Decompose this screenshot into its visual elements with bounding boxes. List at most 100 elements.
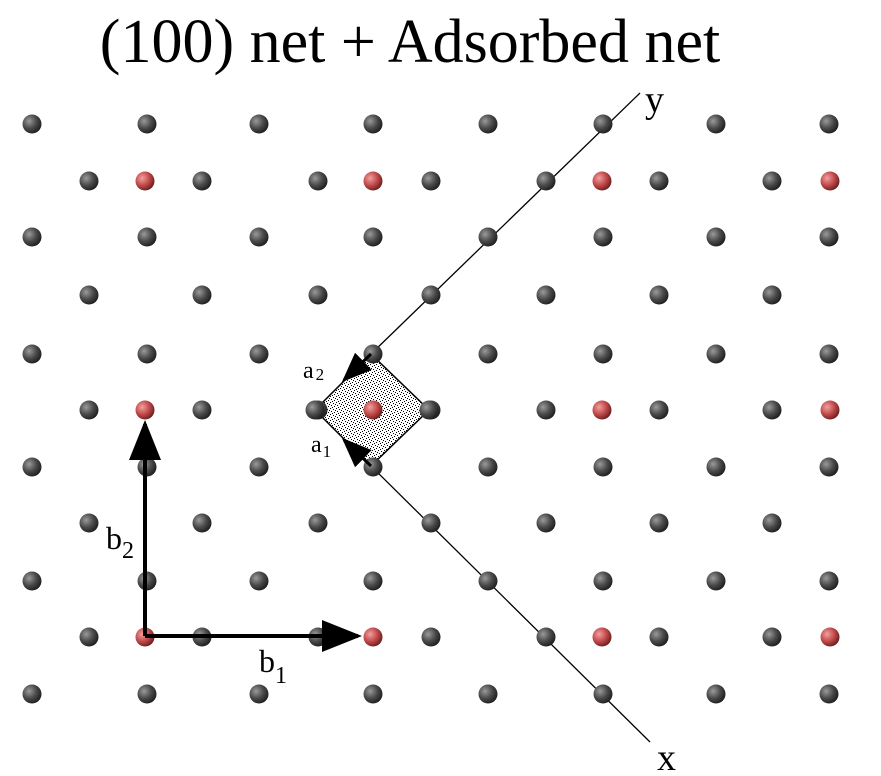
substrate-atom — [137, 344, 157, 364]
substrate-atom — [649, 400, 669, 420]
substrate-atom — [421, 627, 441, 647]
substrate-atom — [249, 571, 269, 591]
substrate-atom — [249, 114, 269, 134]
substrate-atom — [593, 571, 613, 591]
substrate-atom — [22, 571, 42, 591]
substrate-atom — [536, 513, 556, 533]
substrate-atom — [137, 227, 157, 247]
b2-label: b2 — [106, 520, 134, 564]
y-axis-line — [370, 92, 641, 355]
substrate-atom — [536, 285, 556, 305]
substrate-atom — [421, 513, 441, 533]
adsorbate-atom — [363, 400, 383, 420]
substrate-atom — [593, 227, 613, 247]
adsorbate-atom — [820, 400, 840, 420]
substrate-atom — [192, 171, 212, 191]
substrate-atom — [478, 227, 498, 247]
substrate-atom — [192, 513, 212, 533]
substrate-atom — [593, 114, 613, 134]
substrate-atom — [819, 114, 839, 134]
substrate-atom — [363, 227, 383, 247]
substrate-atom — [363, 114, 383, 134]
substrate-atom — [706, 344, 726, 364]
substrate-atom — [419, 400, 439, 420]
substrate-atom — [79, 400, 99, 420]
substrate-atom — [79, 285, 99, 305]
substrate-atom — [706, 227, 726, 247]
substrate-atom — [593, 684, 613, 704]
substrate-atom — [249, 684, 269, 704]
adsorbate-atom — [820, 171, 840, 191]
substrate-atom — [593, 457, 613, 477]
substrate-atom — [706, 457, 726, 477]
substrate-atom — [308, 171, 328, 191]
substrate-atom — [706, 684, 726, 704]
substrate-atom — [249, 227, 269, 247]
x-axis-label: x — [657, 737, 676, 776]
substrate-atom — [79, 171, 99, 191]
y-axis-label: y — [645, 79, 664, 121]
substrate-atom — [649, 513, 669, 533]
substrate-atom — [478, 571, 498, 591]
substrate-atom — [308, 285, 328, 305]
substrate-atom — [22, 114, 42, 134]
substrate-atom — [478, 344, 498, 364]
substrate-atom — [762, 627, 782, 647]
substrate-atom — [649, 285, 669, 305]
substrate-atom — [706, 114, 726, 134]
substrate-atom — [192, 285, 212, 305]
substrate-atom — [363, 571, 383, 591]
a1-label: a1 — [311, 432, 331, 461]
substrate-atom — [649, 627, 669, 647]
a1-vector-arrow — [341, 437, 373, 468]
substrate-atom — [478, 684, 498, 704]
adsorbate-atom — [135, 400, 155, 420]
substrate-atom — [22, 684, 42, 704]
adsorbate-atom — [592, 627, 612, 647]
adsorbate-atom — [363, 627, 383, 647]
diagram-title: (100) net + Adsorbed net — [99, 8, 721, 76]
substrate-atom — [79, 513, 99, 533]
substrate-atom — [819, 344, 839, 364]
substrate-atom — [249, 457, 269, 477]
adsorbate-atom — [592, 171, 612, 191]
substrate-atom — [649, 171, 669, 191]
adsorbate-atom — [363, 171, 383, 191]
substrate-atom — [137, 684, 157, 704]
substrate-atom — [478, 457, 498, 477]
substrate-atom — [305, 400, 325, 420]
substrate-atom — [79, 627, 99, 647]
substrate-atom — [536, 627, 556, 647]
substrate-atom — [137, 114, 157, 134]
adsorbate-atom — [820, 627, 840, 647]
substrate-atom — [819, 571, 839, 591]
substrate-atom — [762, 400, 782, 420]
substrate-atom — [249, 344, 269, 364]
substrate-atom — [22, 227, 42, 247]
substrate-atom — [762, 285, 782, 305]
substrate-atom — [363, 344, 383, 364]
substrate-atom — [706, 571, 726, 591]
substrate-atom — [536, 171, 556, 191]
substrate-atom — [22, 344, 42, 364]
substrate-atom — [762, 171, 782, 191]
substrate-atom — [192, 400, 212, 420]
adsorbate-atom — [135, 171, 155, 191]
a2-vector-arrow — [341, 352, 373, 383]
substrate-atom — [819, 684, 839, 704]
substrate-atom — [308, 513, 328, 533]
substrate-atom — [762, 513, 782, 533]
adsorbate-atom — [592, 400, 612, 420]
substrate-atom — [819, 457, 839, 477]
substrate-atom — [478, 114, 498, 134]
substrate-atom — [593, 344, 613, 364]
substrate-atom — [22, 457, 42, 477]
b1-label: b1 — [259, 643, 287, 689]
substrate-atom — [421, 171, 441, 191]
substrate-atom — [536, 400, 556, 420]
substrate-atom — [819, 227, 839, 247]
substrate-atom — [363, 684, 383, 704]
substrate-atom — [421, 285, 441, 305]
